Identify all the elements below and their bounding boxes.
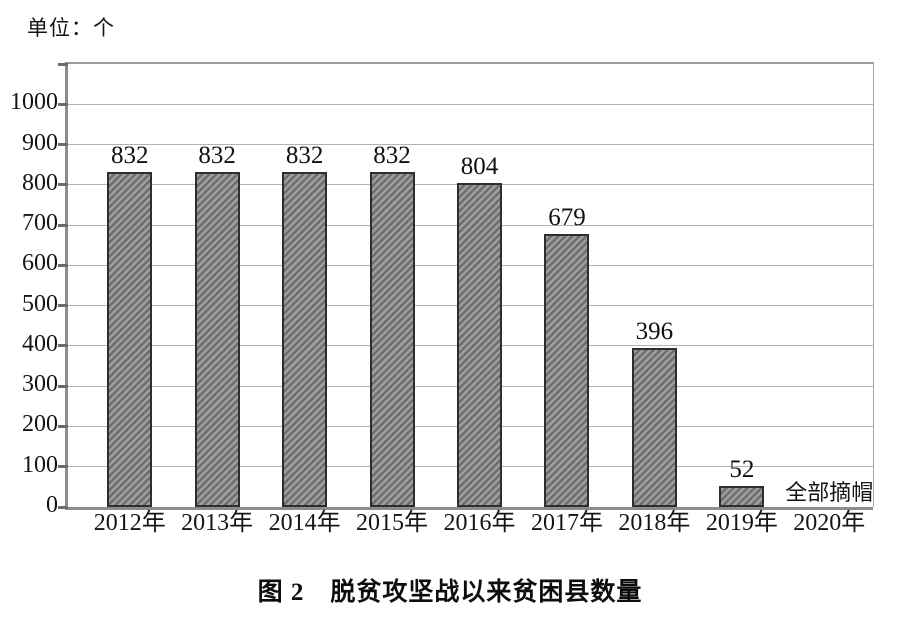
annotation-label: 全部摘帽 bbox=[785, 480, 874, 505]
x-tick-label-2015年: 2015年 bbox=[356, 510, 429, 536]
x-tick-label-2013年: 2013年 bbox=[181, 510, 254, 536]
plot-area: 832 832 832 832 804 679 396 52 全部摘帽 bbox=[58, 62, 874, 510]
y-tick-label-700: 700 bbox=[22, 210, 58, 237]
x-tick-label-2014年: 2014年 bbox=[268, 510, 341, 536]
y-axis-tick-600 bbox=[58, 263, 68, 267]
y-axis-tick-400 bbox=[58, 344, 68, 348]
y-tick-label-0: 0 bbox=[46, 492, 58, 518]
y-tick-label-1000: 1000 bbox=[10, 89, 58, 116]
y-tick-label-900: 900 bbox=[22, 129, 58, 156]
y-axis-tick-900 bbox=[58, 143, 68, 147]
y-axis-labels: 0 100 200 300 400 500 600 700 800 900 1000 bbox=[0, 62, 58, 518]
bar-2015年 bbox=[369, 171, 415, 507]
x-tick-label-2018年: 2018年 bbox=[618, 510, 691, 536]
x-tick-label-2019年: 2019年 bbox=[705, 510, 778, 536]
gridline-1000 bbox=[68, 103, 873, 105]
bar-value-label-2019年: 52 bbox=[729, 456, 755, 484]
y-tick-label-300: 300 bbox=[22, 371, 58, 398]
bar-value-label-2013年: 832 bbox=[198, 141, 236, 169]
x-tick-label-2020年: 2020年 bbox=[793, 510, 866, 536]
unit-label: 单位：个 bbox=[27, 16, 115, 40]
bar-value-label-2015年: 832 bbox=[373, 141, 411, 169]
y-tick-label-800: 800 bbox=[22, 169, 58, 196]
bar-value-label-2014年: 832 bbox=[285, 141, 324, 169]
y-axis-tick-200 bbox=[58, 424, 68, 428]
y-tick-label-400: 400 bbox=[22, 330, 58, 357]
x-tick-label-2016年: 2016年 bbox=[443, 510, 516, 536]
bar-2014年 bbox=[282, 171, 328, 507]
x-axis-labels: 2012年 2013年 2014年 2015年 2016年 2017年 2018年 2019年… bbox=[68, 509, 873, 539]
y-axis-line bbox=[65, 62, 68, 509]
bar-value-label-2018年: 396 bbox=[635, 317, 674, 345]
bar-2018年 bbox=[631, 347, 677, 507]
bar-2013年 bbox=[194, 171, 240, 507]
x-tick-label-2017年: 2017年 bbox=[530, 510, 603, 536]
figure-caption: 图 2 脱贫攻坚战以来贫困县数量 bbox=[257, 579, 643, 606]
y-axis-tick-1100 bbox=[58, 62, 68, 66]
x-tick-label-2012年: 2012年 bbox=[93, 510, 166, 536]
bar-2017年 bbox=[544, 233, 590, 507]
y-axis-tick-300 bbox=[58, 384, 68, 388]
y-axis-tick-800 bbox=[58, 183, 68, 187]
x-axis-line bbox=[65, 507, 873, 510]
y-tick-label-200: 200 bbox=[22, 411, 58, 438]
bar-value-label-2012年: 832 bbox=[110, 141, 149, 169]
bar-value-label-2017年: 679 bbox=[548, 203, 586, 231]
bar-2019年 bbox=[719, 486, 765, 507]
y-axis-tick-700 bbox=[58, 223, 68, 227]
y-axis-tick-0 bbox=[58, 505, 68, 509]
y-axis-tick-1000 bbox=[58, 102, 68, 106]
bar-2016年 bbox=[457, 183, 502, 507]
bar-2012年 bbox=[107, 171, 153, 507]
bar-value-label-2016年: 804 bbox=[460, 153, 499, 181]
y-tick-label-500: 500 bbox=[22, 290, 58, 317]
y-tick-label-100: 100 bbox=[22, 451, 58, 478]
y-axis-tick-500 bbox=[58, 304, 68, 308]
y-axis-tick-100 bbox=[58, 465, 68, 469]
y-tick-label-600: 600 bbox=[22, 250, 58, 277]
gridline-900 bbox=[68, 144, 873, 146]
